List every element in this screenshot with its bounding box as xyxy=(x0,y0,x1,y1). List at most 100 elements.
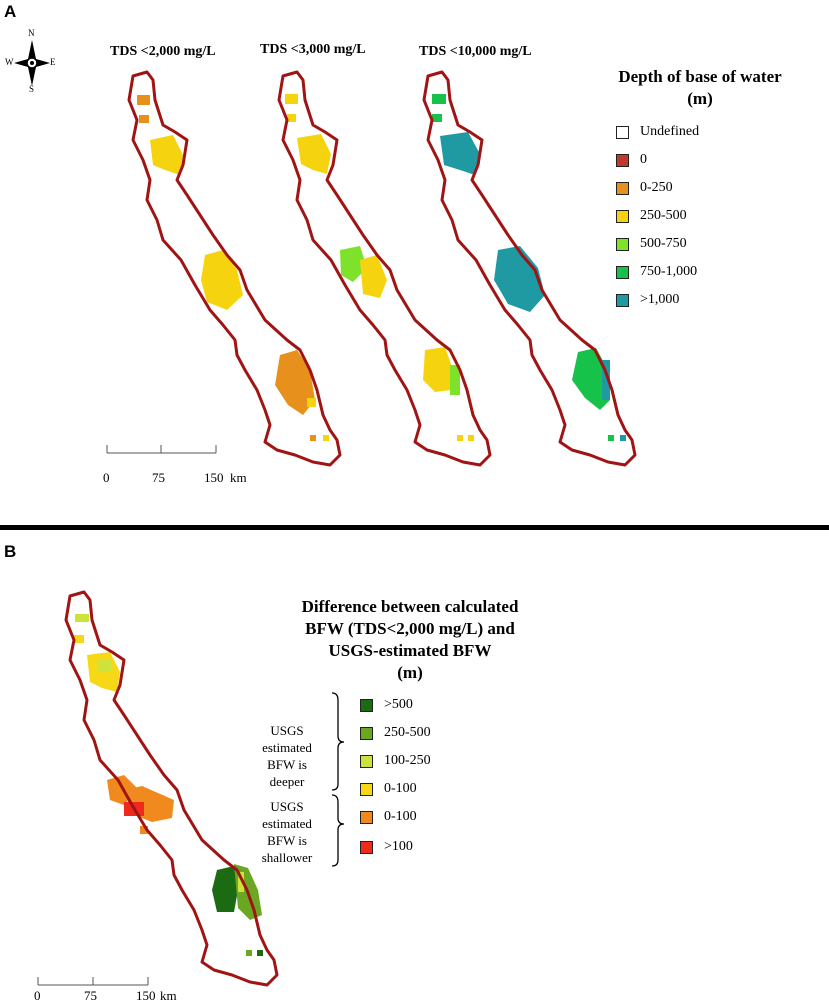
legend-label: 0-100 xyxy=(384,809,417,824)
legend-b-item: >500 xyxy=(360,697,413,713)
compass-e: E xyxy=(50,57,56,67)
cell xyxy=(297,134,331,174)
legend-a-item: 0-250 xyxy=(616,180,673,196)
bracket-deeper xyxy=(331,692,345,791)
legend-label: 0 xyxy=(640,152,647,167)
cell xyxy=(310,435,316,441)
cell xyxy=(212,866,238,912)
legend-a-title-line2: (m) xyxy=(687,89,713,108)
legend-swatch xyxy=(360,810,373,824)
cell xyxy=(97,660,111,672)
legend-b-item: 0-100 xyxy=(360,809,417,825)
legend-b-item: 250-500 xyxy=(360,725,431,741)
scale-b-tick-75: 75 xyxy=(84,988,97,1003)
group-deeper-line: BFW is xyxy=(267,757,307,772)
group-deeper-line: USGS xyxy=(270,723,304,738)
cell xyxy=(360,255,387,298)
cell xyxy=(440,132,480,175)
legend-label: >500 xyxy=(384,697,413,712)
legend-b-item: 100-250 xyxy=(360,753,431,769)
group-deeper-line: deeper xyxy=(269,774,305,789)
legend-swatch xyxy=(360,840,373,854)
legend-swatch xyxy=(616,237,629,251)
cell xyxy=(287,114,296,122)
legend-label: Undefined xyxy=(640,124,700,139)
map-title-1: TDS <2,000 mg/L xyxy=(110,44,216,59)
legend-a-item: 250-500 xyxy=(616,208,687,224)
group-deeper-line: estimated xyxy=(262,740,312,755)
legend-b-title-line4: (m) xyxy=(397,663,423,682)
legend-swatch xyxy=(616,293,629,307)
legend-label: 250-500 xyxy=(384,725,431,740)
scale-b-tick-0: 0 xyxy=(34,988,41,1003)
legend-a-item: >1,000 xyxy=(616,292,679,308)
cell xyxy=(75,614,89,622)
cell xyxy=(620,435,626,441)
cell xyxy=(608,435,614,441)
legend-label: 500-750 xyxy=(640,236,687,251)
legend-swatch xyxy=(616,153,629,167)
legend-a-title: Depth of base of water (m) xyxy=(600,66,800,110)
legend-swatch xyxy=(360,754,373,768)
cell xyxy=(150,135,183,175)
cell xyxy=(74,635,84,643)
map-title-3: TDS <10,000 mg/L xyxy=(419,44,532,59)
cell xyxy=(468,435,474,441)
group-shallower-line: BFW is xyxy=(267,833,307,848)
legend-label: 0-100 xyxy=(384,781,417,796)
panel-b-label: B xyxy=(4,542,17,561)
scale-a-tick-150: 150 xyxy=(204,470,224,485)
cell xyxy=(246,950,252,956)
region-outline xyxy=(127,70,342,467)
cell xyxy=(494,246,545,312)
legend-b-title: Difference between calculated BFW (TDS<2… xyxy=(240,596,580,684)
compass-rose: N S E W xyxy=(2,28,62,94)
group-shallower-line: USGS xyxy=(270,799,304,814)
group-deeper-label: USGS estimated BFW is deeper xyxy=(252,722,322,790)
legend-a-title-line1: Depth of base of water xyxy=(618,67,782,86)
bracket-shallower xyxy=(331,794,345,867)
scale-b-unit: km xyxy=(160,988,177,1003)
compass-n: N xyxy=(28,28,35,38)
region-outline xyxy=(277,70,492,467)
legend-a-item: 750-1,000 xyxy=(616,264,697,280)
legend-label: >100 xyxy=(384,839,413,854)
region-outline xyxy=(64,590,279,987)
cell xyxy=(432,94,446,104)
cell xyxy=(340,246,367,282)
scale-a-unit: km xyxy=(230,470,247,485)
region-outline xyxy=(422,70,637,467)
cell xyxy=(450,365,460,395)
legend-a-item: Undefined xyxy=(616,124,699,140)
cell xyxy=(257,950,263,956)
legend-swatch xyxy=(616,209,629,223)
panel-divider xyxy=(0,525,829,530)
group-shallower-line: shallower xyxy=(261,850,313,865)
compass-icon xyxy=(14,40,50,86)
legend-b-title-line1: Difference between calculated xyxy=(301,597,519,616)
legend-swatch xyxy=(616,181,629,195)
cell xyxy=(432,114,442,122)
legend-b-item: 0-100 xyxy=(360,781,417,797)
map-title-2: TDS <3,000 mg/L xyxy=(260,42,366,57)
cell xyxy=(323,435,329,441)
legend-swatch xyxy=(360,726,373,740)
compass-w: W xyxy=(5,57,14,67)
compass-s: S xyxy=(29,84,35,94)
scale-a-tick-0: 0 xyxy=(103,470,110,485)
legend-label: 100-250 xyxy=(384,753,431,768)
legend-swatch xyxy=(360,698,373,712)
legend-b-item: >100 xyxy=(360,839,413,855)
panel-a-label: A xyxy=(4,2,17,21)
legend-label: 250-500 xyxy=(640,208,687,223)
legend-label: 750-1,000 xyxy=(640,264,698,279)
legend-a-item: 0 xyxy=(616,152,647,168)
cell xyxy=(275,350,315,415)
